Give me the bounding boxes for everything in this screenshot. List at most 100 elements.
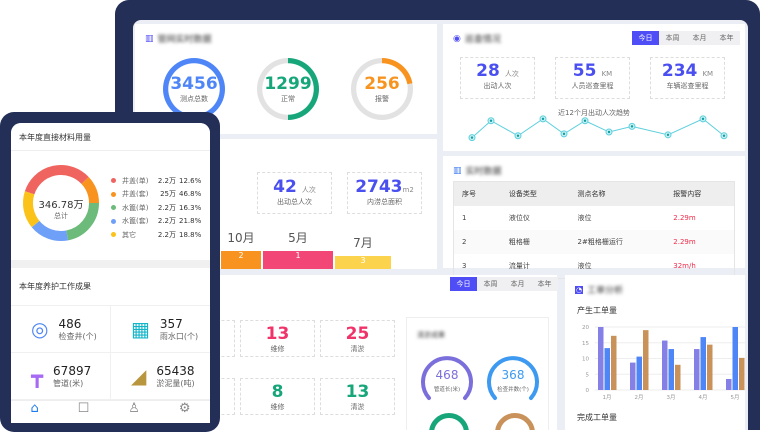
ring-label: 报警 xyxy=(375,95,389,103)
trend-title: 近12个月出动人次趋势 xyxy=(558,109,630,117)
stat-label: 管道(米) xyxy=(53,378,84,388)
y-tick-label: 20 xyxy=(582,325,589,331)
x-tick-label: 1月 xyxy=(603,394,612,401)
donut-slice xyxy=(65,202,99,241)
bar xyxy=(675,364,681,390)
bar-chart-icon: ▥ xyxy=(145,33,154,44)
bar xyxy=(636,356,642,390)
ring-value: 256 xyxy=(364,74,400,94)
donut-total-label: 总计 xyxy=(54,212,68,220)
message-icon[interactable]: ☐ xyxy=(77,401,90,416)
tab-2[interactable]: 本月 xyxy=(686,31,713,45)
stat-value: 234 xyxy=(661,61,698,81)
panel-title: ◔ 工单分析 xyxy=(575,283,623,296)
tab-2[interactable]: 本月 xyxy=(504,277,531,291)
bottom-nav: ⌂ ☐ ♙ ⚙ xyxy=(11,400,210,423)
stat-label: 清淤 xyxy=(350,345,365,353)
work-stat: ┳ 67897 管道(米) xyxy=(11,353,110,399)
stat-value: 65438 xyxy=(156,363,195,378)
chart-title: 产生工单量 xyxy=(577,306,617,315)
rank-month: 10月 xyxy=(227,231,255,245)
x-tick-label: 4月 xyxy=(699,394,708,401)
donut-slice xyxy=(23,191,40,228)
stat-label: 雨水口(个) xyxy=(159,331,199,341)
patrol-panel: ◉ 巡查情况 今日 本周 本月 本年 28 人次出动人次 55 KM 人员巡查里程 234 K… xyxy=(443,24,745,151)
gauge-label: 管道长(米) xyxy=(433,387,461,393)
dredge-gauge xyxy=(421,356,473,400)
panel-title: ▥ 实时数据 xyxy=(453,164,502,178)
table-cell: 2#粗格栅运行 xyxy=(569,230,666,254)
materials-title: 本年度直接材料用量 xyxy=(19,133,91,142)
stat-box: 2743m2 内涝总面积 xyxy=(347,172,422,214)
maintenance-stat: 25 清淤 xyxy=(320,320,395,357)
stat-value: 2743 xyxy=(355,177,403,197)
tab-0[interactable]: 今日 xyxy=(632,31,659,45)
pipe-icon: ┳ xyxy=(31,364,44,388)
table-cell: 3 xyxy=(462,262,467,270)
stat-unit: KM xyxy=(702,70,714,78)
sludge-icon: ◢ xyxy=(131,364,147,388)
bar xyxy=(662,340,668,390)
legend-item: 井盖(单) 2.2万 12.6% xyxy=(111,174,201,188)
title-text: 工单分析 xyxy=(587,286,624,296)
tab-0[interactable]: 今日 xyxy=(450,277,477,291)
settings-icon[interactable]: ⚙ xyxy=(178,401,191,416)
stat-value: 25 xyxy=(345,324,370,344)
ring-value: 3456 xyxy=(170,74,218,94)
stat-value: 357 xyxy=(159,316,183,331)
stat-unit: 人次 xyxy=(301,186,316,194)
tab-1[interactable]: 本周 xyxy=(477,277,504,291)
panel-title: ◉ 巡查情况 xyxy=(453,32,501,46)
workorder-panel: ◔ 工单分析 产生工单量 0 5 10 15 20 1月 2月 3月 4月 5月 完成工单量 xyxy=(565,275,745,430)
title-text: 巡查情况 xyxy=(464,35,501,45)
table-cell: 流量计 xyxy=(508,262,530,270)
y-tick-label: 0 xyxy=(586,388,590,394)
stat-value: 28 xyxy=(476,61,500,81)
table-row: 1 液位仪 液位 2.29m xyxy=(454,206,734,230)
stat-label: 出动人次 xyxy=(483,82,512,90)
stat-label: 出动总人次 xyxy=(277,198,312,206)
bar xyxy=(630,362,636,390)
home-icon[interactable]: ⌂ xyxy=(30,401,39,416)
y-tick-label: 15 xyxy=(582,341,589,347)
tab-3[interactable]: 本年 xyxy=(531,277,558,291)
stat-label: 内涝总面积 xyxy=(367,198,402,206)
legend-item: 井盖(套) 25万 46.8% xyxy=(111,188,201,202)
table-row: 3 流量计 液位 32m/h xyxy=(454,254,734,278)
bar-chart-icon: ▥ xyxy=(453,165,462,176)
realtime-table: 序号 设备类型 测点名称 报警内容 1 液位仪 液位 2.29m 2 粗格栅 2#粗格栅运行 2.29… xyxy=(454,182,734,278)
stat-unit: 人次 xyxy=(504,70,519,78)
stat-label: 维修 xyxy=(270,403,285,411)
work-card: 本年度养护工作成果 xyxy=(11,268,210,305)
tab-1[interactable]: 本周 xyxy=(659,31,686,45)
table-cell: 液位仪 xyxy=(508,214,530,222)
user-icon[interactable]: ♙ xyxy=(128,401,140,416)
y-tick-label: 5 xyxy=(586,372,590,378)
stat-ring: 256 报警 xyxy=(351,58,413,120)
table-cell: 32m/h xyxy=(673,262,696,270)
donut-slice xyxy=(81,176,99,204)
maintenance-stat: 8 维修 xyxy=(240,378,315,415)
rank-bar: 3 xyxy=(335,256,391,269)
work-stat: ◢ 65438 淤泥量(吨) xyxy=(111,353,210,399)
table-cell: 1 xyxy=(462,214,467,222)
dredge-title: 清淤成果 xyxy=(417,331,445,339)
dredge-card: 清淤成果 468 管道长(米) 368 检查井数(个) xyxy=(406,317,549,430)
patrol-stat: 55 KM 人员巡查里程 xyxy=(555,57,630,99)
gauge-value: 368 xyxy=(501,368,525,382)
eye-icon: ◉ xyxy=(453,33,461,44)
stat-label: 淤泥量(吨) xyxy=(156,378,195,388)
legend-item: 其它 2.2万 18.8% xyxy=(111,228,201,242)
tab-3[interactable]: 本年 xyxy=(713,31,740,45)
rank-month: 5月 xyxy=(288,231,308,245)
dashboard-screen: ▥ 管网实时数据 3456 测点总数 1299 正常 256 报警 42 人次 出动总人次 2… xyxy=(133,20,748,430)
column-header: 设备类型 xyxy=(500,182,570,206)
stat-label: 清淤 xyxy=(350,403,365,411)
ring-label: 测点总数 xyxy=(180,95,208,103)
stat-label: 检查井(个) xyxy=(58,331,97,341)
title-text: 实时数据 xyxy=(465,167,502,177)
maintenance-stat: 13 清淤 xyxy=(320,378,395,415)
stat-value: 55 xyxy=(572,61,597,81)
stat-unit: m2 xyxy=(402,186,414,194)
table-cell: 2 xyxy=(454,230,501,254)
